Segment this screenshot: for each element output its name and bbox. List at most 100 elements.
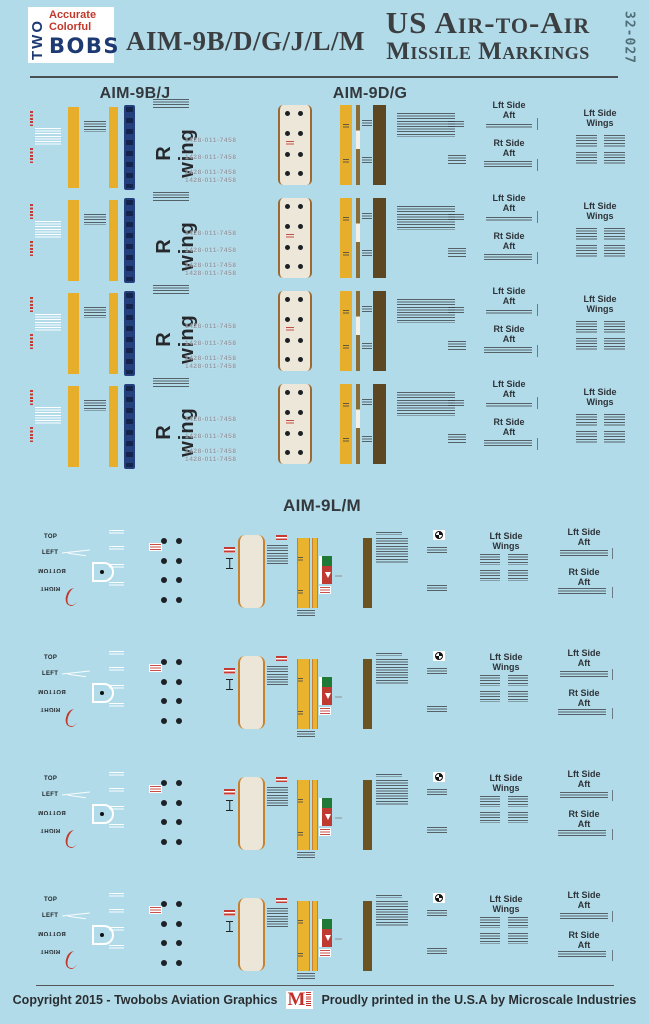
i-beam-glyph: [226, 921, 233, 932]
i-beam-glyph: [226, 679, 233, 690]
do-not-lift-red-text: [30, 297, 33, 312]
panel-dot: [285, 297, 290, 302]
spec-text-block: [376, 659, 408, 684]
orientation-label-bottom: BOTTOM: [38, 930, 66, 936]
decal-white-tag: [319, 949, 331, 957]
stock-number: 1428-011-7458: [185, 433, 237, 440]
white-stencil-label: [109, 772, 124, 777]
micro-text-block: [427, 789, 447, 796]
black-dot: [161, 901, 167, 907]
micro-caption: [297, 852, 315, 858]
micro-red-text: [150, 907, 161, 913]
micro-red-text: [150, 786, 161, 792]
micro-text-block: [427, 948, 447, 956]
do-not-lift-red-text: [30, 204, 33, 219]
microscale-logo-micro-text: [306, 992, 312, 1006]
micro-band-mark: [343, 310, 349, 314]
i-beam-glyph: [226, 558, 233, 569]
bjdg-row: R wing 1428-011-7458 1428-011-7458 1428-…: [0, 97, 649, 190]
logo-word: BOBS: [49, 34, 120, 58]
white-stencil-text-block: [35, 407, 61, 424]
red-stripe-flag-icon: [276, 535, 287, 540]
black-dot: [176, 800, 182, 806]
lm-row: TOP LEFT BOTTOM RIGHT: [0, 760, 649, 881]
side-label-rt-aft: Rt Side Aft: [556, 930, 612, 950]
orientation-label-bottom: BOTTOM: [38, 809, 66, 815]
micro-band-mark: [343, 124, 349, 128]
heading-aim9lm: AIM-9L/M: [283, 496, 361, 515]
black-dot: [176, 538, 182, 544]
black-dot: [161, 558, 167, 564]
orientation-label-right: RIGHT: [40, 585, 61, 591]
safety-flag-decal: [319, 677, 332, 715]
micro-text-block: [558, 709, 606, 716]
panel-dot: [285, 317, 290, 322]
cream-panel: [238, 656, 265, 729]
micro-tick: [612, 669, 613, 680]
micro-text-block: [604, 338, 625, 350]
micro-label-box: [149, 543, 162, 551]
side-label-lft-aft: Lft Side Aft: [482, 379, 536, 399]
orientation-label-top: TOP: [44, 655, 58, 661]
micro-text-block: [508, 691, 528, 702]
white-stencil-text-block: [35, 314, 61, 331]
white-stencil-label: [109, 530, 124, 535]
micro-tick: [537, 397, 538, 409]
black-dot: [161, 577, 167, 583]
footer: Copyright 2015 - Twobobs Aviation Graphi…: [0, 990, 649, 1009]
panel-dot: [298, 410, 303, 415]
micro-tick: [612, 790, 613, 801]
orientation-label-left: LEFT: [42, 550, 59, 556]
micro-red-mark: [286, 420, 294, 424]
micro-text-block: [84, 121, 106, 132]
micro-text-block: [480, 812, 500, 823]
navy-segmented-strip: [124, 291, 135, 376]
stock-number: 1428-011-7458: [185, 270, 237, 277]
micro-caption: [297, 731, 315, 737]
black-dot: [176, 839, 182, 845]
label-line: Wings: [492, 662, 520, 672]
decal-white-tag: [319, 586, 331, 594]
black-dot: [161, 921, 167, 927]
stock-number: 1428-011-7458: [185, 416, 237, 423]
red-stripe-flag-icon: [276, 898, 287, 903]
orientation-label-top: TOP: [44, 897, 58, 903]
spec-text-block: [267, 545, 288, 565]
micro-tick: [612, 708, 613, 719]
logo-tagline-1: Accurate: [49, 9, 97, 21]
thin-brown-strip: [356, 291, 360, 371]
do-not-lift-red-text: [30, 334, 33, 349]
label-line: Wings: [492, 541, 520, 551]
micro-text-block: [448, 121, 464, 128]
micro-band-mark: [298, 799, 303, 803]
label-line: Lft Side: [567, 527, 601, 537]
yellow-band: [109, 107, 118, 188]
red-squiggle-art: [63, 707, 81, 729]
label-line: Aft: [502, 110, 516, 120]
label-line: Lft Side: [583, 201, 617, 211]
micro-tick: [612, 950, 613, 961]
logo-tagline-2: Colorful: [49, 21, 92, 33]
white-stencil-label: [109, 546, 124, 551]
micro-text-block: [484, 161, 532, 167]
spec-text-block: [397, 113, 455, 137]
micro-tick: [537, 159, 538, 171]
white-stencil-label: [109, 667, 124, 672]
micro-band-mark: [298, 590, 303, 594]
micro-label-box: [149, 664, 162, 672]
header-rule: [30, 76, 618, 78]
panel-dot: [285, 390, 290, 395]
orientation-label-top: TOP: [44, 776, 58, 782]
micro-band-mark: [343, 403, 349, 407]
red-stripe-flag-icon: [224, 668, 235, 674]
micro-caption: [297, 610, 315, 616]
micro-band-mark: [343, 217, 349, 221]
yellow-band: [340, 291, 352, 371]
panel-dot: [285, 357, 290, 362]
micro-red-mark: [286, 327, 294, 331]
side-label-lft-wings: Lft Side Wings: [572, 201, 628, 221]
spec-text-block: [376, 538, 408, 563]
micro-band-mark: [298, 711, 303, 715]
panel-dot: [285, 224, 290, 229]
series-title: AIM-9B/D/G/J/L/M: [126, 26, 365, 56]
